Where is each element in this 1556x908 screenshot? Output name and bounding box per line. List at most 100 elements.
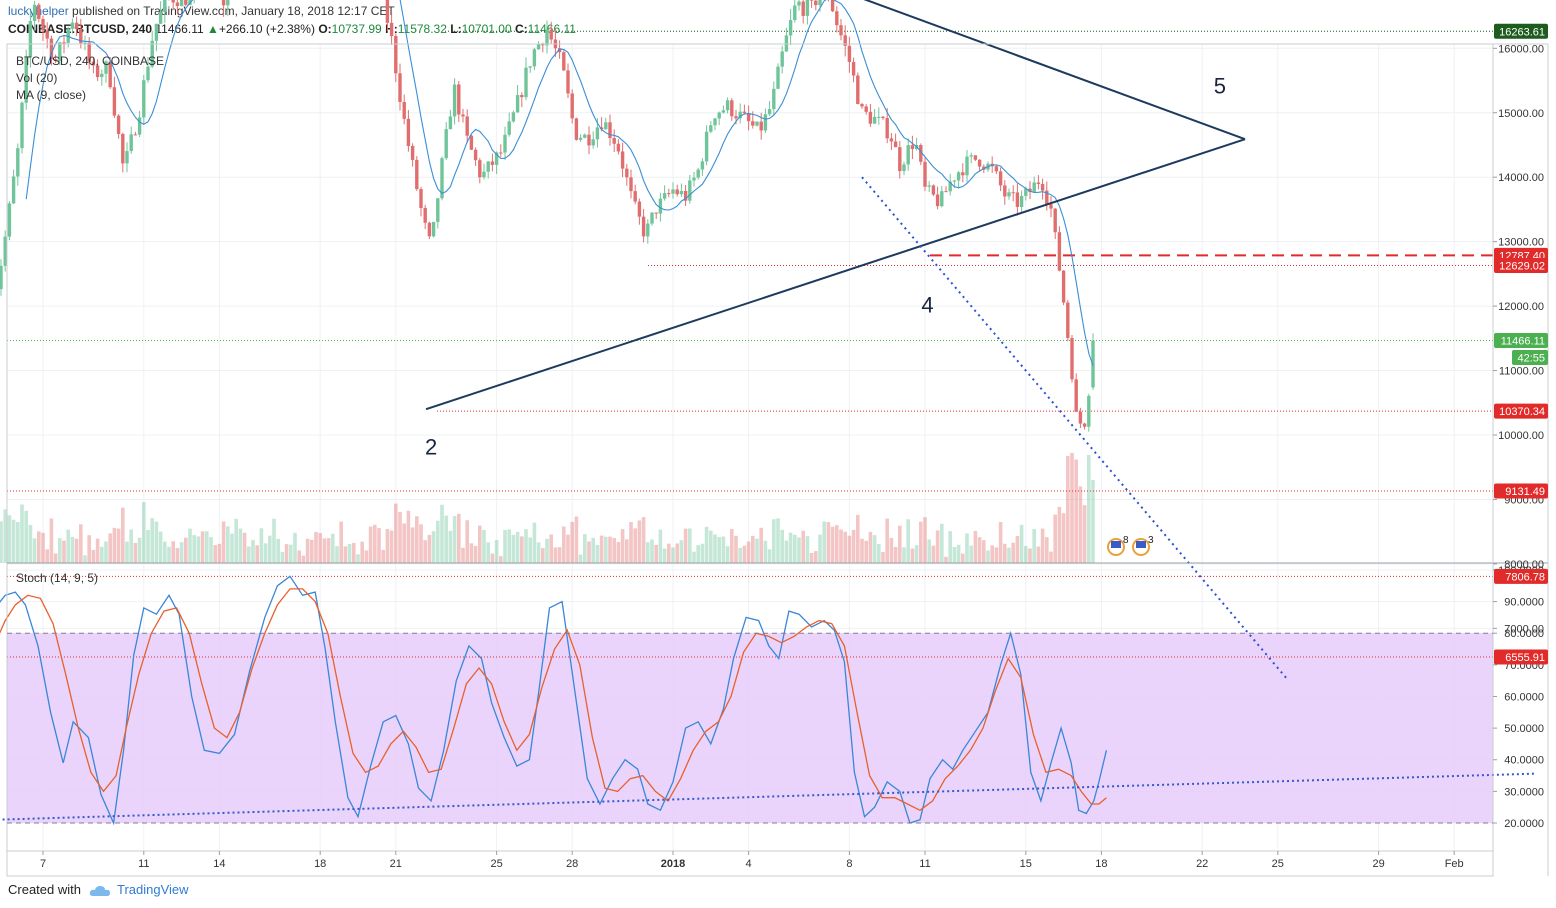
candle-body	[83, 42, 87, 44]
volume-bar	[1082, 505, 1087, 563]
volume-bar	[331, 533, 335, 563]
volume-bar	[788, 532, 793, 563]
candle-body	[171, 0, 175, 3]
volume-bar	[259, 528, 264, 563]
legend-title: BTC/USD, 240, COINBASE	[16, 54, 164, 68]
volume-bar	[1053, 514, 1057, 563]
candle-body	[1053, 208, 1057, 233]
price-tag	[1494, 258, 1548, 274]
candle-body	[74, 22, 79, 30]
candle-body	[1040, 183, 1045, 191]
footer: Created with TradingView	[8, 882, 189, 897]
stoch-tick-label: 60.0000	[1504, 691, 1544, 703]
candle-body	[620, 151, 625, 169]
candle-body	[100, 73, 104, 78]
volume-bar	[1049, 551, 1053, 563]
volume-bar	[793, 534, 797, 563]
stoch-band	[7, 633, 1493, 823]
volume-bar	[440, 504, 444, 563]
price-tag	[1494, 23, 1548, 39]
price-tags: 20115.6217813.2016263.6112787.4012629.02…	[1494, 23, 1548, 665]
volume-bar	[562, 526, 566, 563]
volume-bar	[620, 528, 625, 563]
candles	[0, 0, 1095, 432]
candle-body	[20, 102, 24, 149]
volume-bar	[314, 531, 318, 563]
candle-body	[129, 134, 133, 152]
volume-bar	[742, 545, 747, 563]
candle-body	[788, 20, 793, 36]
candle-body	[494, 152, 499, 165]
volume-bar	[1015, 536, 1020, 563]
price-tick-label: 16000.00	[1498, 43, 1544, 55]
candle-body	[154, 23, 159, 41]
volume-bar	[16, 521, 20, 563]
volume-bar	[32, 538, 37, 563]
candle-body	[940, 191, 944, 207]
stoch-k-line	[0, 575, 1108, 826]
published-text: published on TradingView.com, January 18…	[72, 4, 395, 18]
volume-bar	[104, 541, 108, 563]
candle-body	[448, 116, 453, 130]
candle-body	[1082, 423, 1087, 427]
candle-body	[1061, 270, 1066, 303]
volume-bar	[364, 550, 369, 563]
candle-body	[872, 116, 877, 124]
candle-body	[133, 134, 138, 136]
candle-body	[95, 65, 100, 78]
candle-body	[158, 11, 163, 24]
volume-bar	[431, 531, 436, 563]
volume-bar	[452, 516, 457, 563]
volume-bar	[734, 535, 738, 563]
volume-bar	[721, 536, 726, 563]
price-tick-label: 7000.00	[1504, 623, 1544, 635]
volume-bar	[570, 521, 574, 563]
candle-body	[436, 198, 440, 222]
candle-body	[688, 180, 692, 201]
volume-bar	[1032, 529, 1036, 563]
volume-bar	[234, 518, 238, 563]
candle-body	[1011, 192, 1015, 194]
stoch-tick-label: 40.0000	[1504, 755, 1544, 767]
price-tick-label: 8000.00	[1504, 559, 1544, 571]
volume-bar	[679, 540, 684, 563]
time-tick-label: 22	[1196, 858, 1208, 870]
volume-bar	[289, 544, 293, 563]
candle-body	[641, 216, 646, 237]
volume-bar	[671, 547, 675, 563]
candle-body	[751, 121, 755, 126]
volume-bar	[427, 534, 432, 563]
close-value: 11466.11	[527, 22, 576, 36]
candle-body	[713, 118, 717, 126]
volume-bar	[503, 530, 507, 563]
volume-bar	[1007, 547, 1011, 563]
candle-body	[49, 38, 54, 60]
volume-bar	[868, 531, 873, 563]
volume-bar	[835, 525, 839, 563]
volume-bar	[629, 522, 633, 563]
volume-bar	[213, 545, 217, 563]
flag-canton	[1111, 541, 1121, 548]
price-tick-label: 10000.00	[1498, 430, 1544, 442]
volume-bar	[784, 540, 789, 563]
candle-body	[952, 180, 957, 182]
candle-body	[906, 145, 910, 165]
candle-body	[150, 40, 154, 67]
volume-bar	[83, 555, 87, 563]
volume-bar	[591, 537, 595, 563]
volume-bar	[965, 533, 969, 563]
candle-body	[3, 236, 7, 266]
volume-bar	[322, 538, 327, 563]
time-axis: 7 11 14 18 21 25 28 2018 4 8 11 15 18 22 25 29 Feb	[40, 851, 1464, 870]
flag-canton	[1136, 541, 1146, 548]
price-tick-label: 15000.00	[1498, 108, 1544, 120]
candle-body	[633, 191, 637, 202]
volume-bar	[347, 543, 352, 563]
candle-body	[116, 115, 121, 134]
time-tick-label: 11	[138, 858, 149, 870]
stoch-tick-label: 50.0000	[1504, 723, 1544, 735]
tradingview-brand-link[interactable]: TradingView	[116, 882, 189, 897]
volume-bar	[41, 532, 45, 563]
candle-body	[814, 0, 818, 6]
